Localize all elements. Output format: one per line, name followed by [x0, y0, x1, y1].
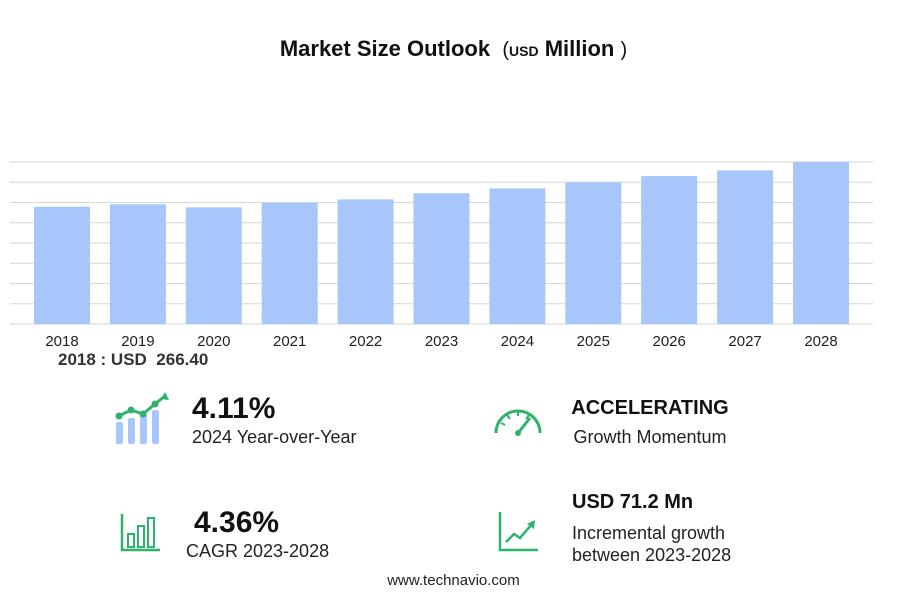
- kpi-incremental: USD 71.2 Mn Incremental growth between 2…: [572, 490, 731, 566]
- kpi-momentum-value: ACCELERATING: [571, 397, 729, 419]
- bar-2025: [565, 182, 622, 324]
- kpi-incremental-label-1: Incremental growth: [572, 523, 726, 543]
- x-tick-label: 2028: [804, 333, 837, 350]
- title-paren-close: ): [620, 39, 628, 61]
- speedometer-icon: [494, 409, 542, 436]
- footer-url[interactable]: www.technavio.com: [387, 572, 520, 589]
- x-tick-label: 2019: [121, 333, 154, 350]
- x-tick-label: 2026: [653, 333, 686, 350]
- kpi-momentum-label: Growth Momentum: [573, 427, 727, 447]
- title-unit-word: Million: [544, 36, 615, 61]
- chart-title: Market Size Outlook (USD Million ): [0, 36, 907, 62]
- x-tick-label: 2023: [425, 333, 458, 350]
- bar-2027: [717, 170, 774, 324]
- kpi-cagr-label: CAGR 2023-2028: [186, 541, 330, 561]
- kpi-incremental-label-2: between 2023-2028: [572, 545, 732, 565]
- x-tick-label: 2027: [728, 333, 761, 350]
- kpi-yoy: 4.11% 2024 Year-over-Year: [192, 392, 356, 448]
- x-tick-label: 2022: [349, 333, 382, 350]
- title-unit: USD: [509, 43, 539, 59]
- base-year-label: 2018 : USD: [58, 350, 147, 369]
- bar-trend-icon: [115, 392, 169, 444]
- kpi-yoy-label: 2024 Year-over-Year: [192, 427, 357, 447]
- bar-2022: [337, 199, 394, 324]
- x-tick-label: 2025: [577, 333, 610, 350]
- bar-chart-icon: [120, 514, 160, 552]
- kpi-cagr: 4.36% CAGR 2023-2028: [186, 506, 329, 562]
- bar-chart: 2018 2019 2020 2021 2022 2023 2024 2025 2026 2027…: [10, 161, 873, 350]
- bar-2020: [185, 207, 242, 324]
- kpi-momentum: ACCELERATING Growth Momentum: [560, 396, 740, 448]
- bar-2019: [109, 204, 166, 324]
- bar-2028: [793, 162, 849, 324]
- x-tick-label: 2024: [501, 333, 534, 350]
- bar-2021: [261, 202, 318, 324]
- bar-2026: [641, 176, 698, 324]
- kpi-incremental-value: USD 71.2 Mn: [572, 491, 694, 513]
- x-tick-label: 2020: [197, 333, 230, 350]
- kpi-yoy-value: 4.11%: [192, 392, 276, 425]
- bar-2023: [413, 193, 470, 324]
- kpi-cagr-value: 4.36%: [194, 506, 280, 539]
- base-year-number: 266.40: [156, 350, 209, 369]
- title-main: Market Size Outlook: [279, 36, 491, 61]
- line-trend-icon: [498, 512, 538, 552]
- base-year-value: 2018 : USD 266.40: [58, 350, 208, 370]
- x-tick-label: 2018: [45, 333, 78, 350]
- x-tick-label: 2021: [273, 333, 306, 350]
- bar-2024: [489, 188, 546, 324]
- bar-2018: [34, 206, 90, 324]
- title-paren-open: (: [502, 39, 510, 61]
